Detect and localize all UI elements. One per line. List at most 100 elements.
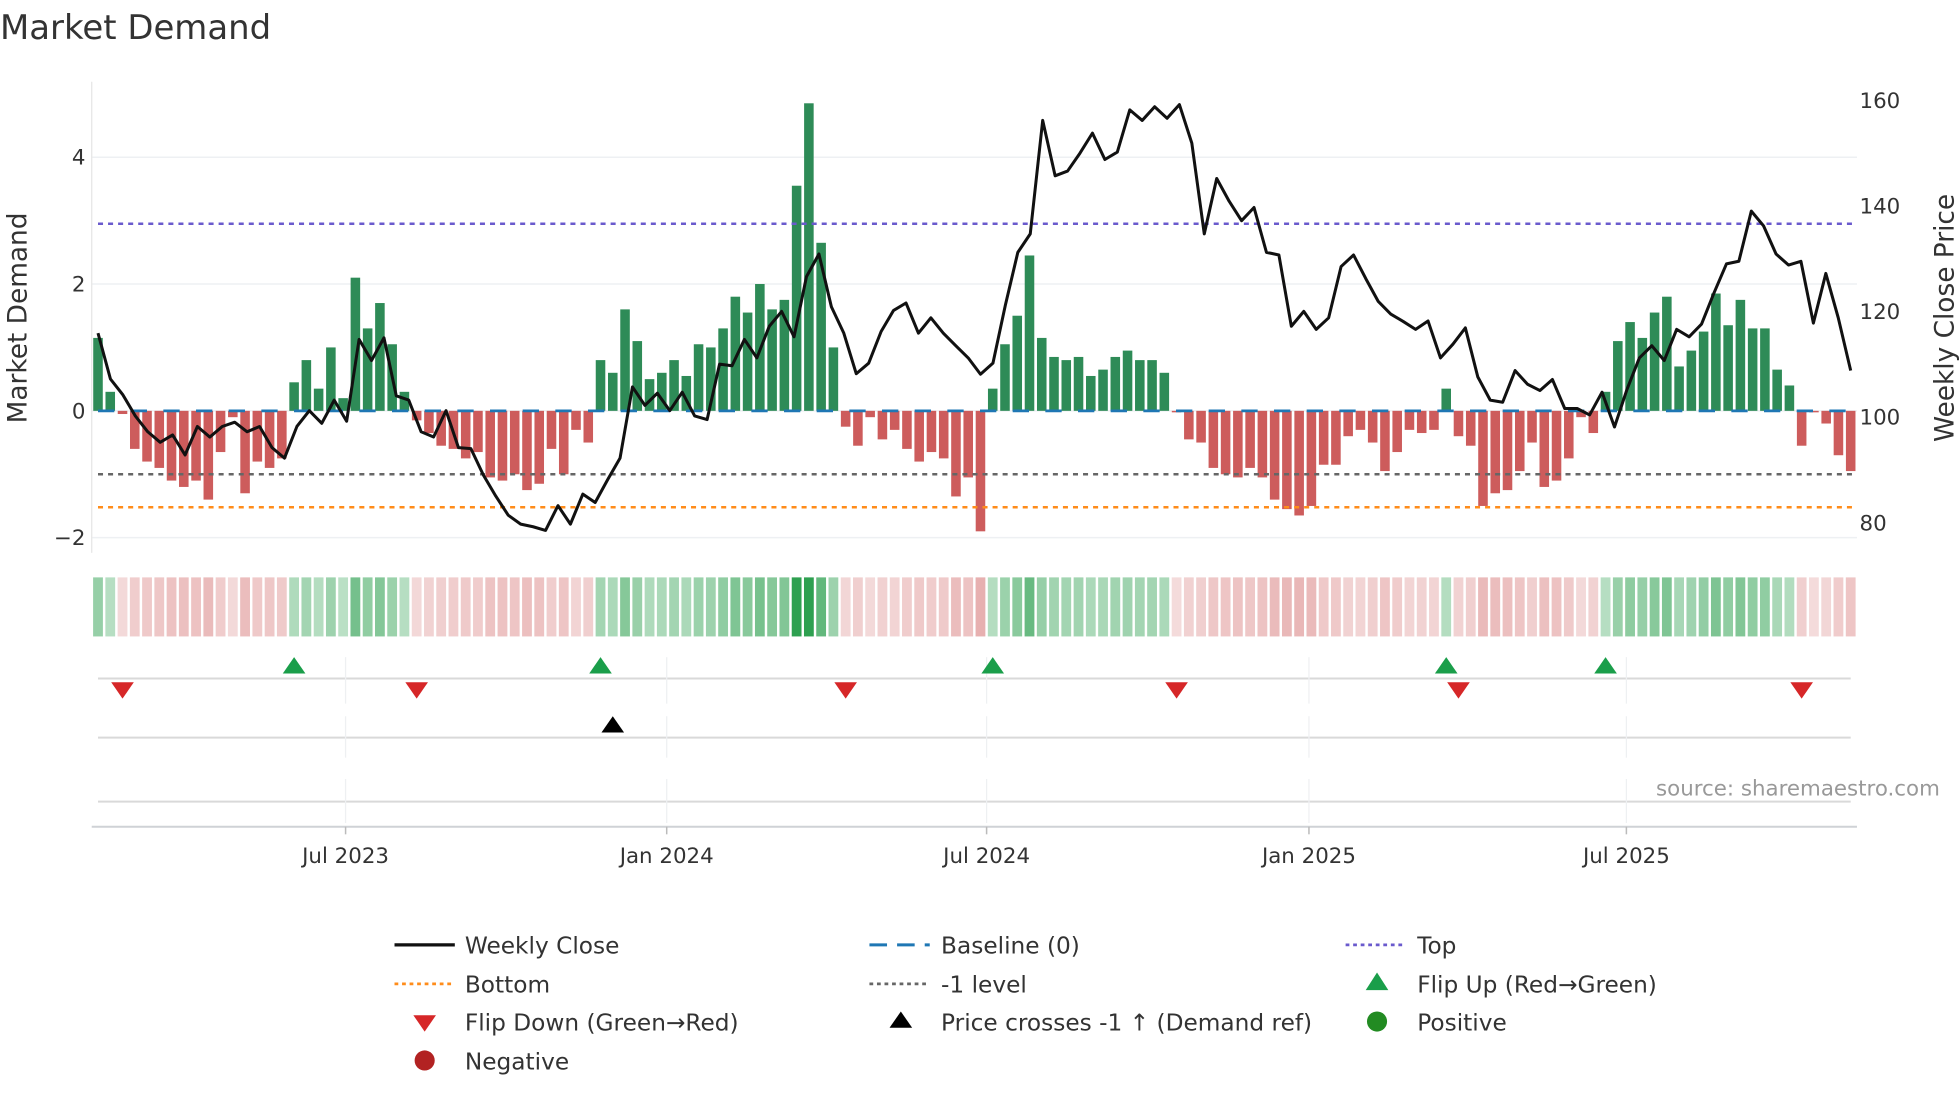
heat-cell — [680, 576, 693, 638]
heat-cell — [1574, 576, 1588, 638]
heat-cell — [1623, 576, 1637, 638]
demand-bar — [534, 410, 545, 484]
demand-bar — [264, 410, 275, 468]
heat-cell — [520, 576, 534, 638]
negative-dot-icon — [414, 1050, 435, 1071]
heat-cell — [618, 576, 632, 638]
heat-cell — [1096, 576, 1110, 638]
demand-bar — [1502, 410, 1513, 491]
heat-cell — [275, 576, 289, 638]
demand-bar — [1257, 410, 1268, 478]
y2-tick-label: 120 — [1859, 300, 1900, 325]
demand-bar — [509, 410, 520, 475]
weekly-close-line — [96, 103, 1853, 532]
price-cross-icon — [889, 1011, 913, 1028]
demand-bar — [938, 410, 949, 459]
heat-cell — [1219, 576, 1232, 638]
demand-bar — [1576, 410, 1586, 418]
x-tick-label: Jul 2023 — [300, 844, 389, 869]
heat-cell — [802, 576, 816, 638]
heat-cell — [1562, 576, 1575, 638]
heat-cell — [238, 576, 252, 638]
demand-bar — [657, 372, 667, 411]
demand-bar — [1331, 410, 1341, 465]
demand-bar — [375, 303, 385, 411]
demand-bar — [1073, 356, 1084, 411]
y-tick-label: 4 — [72, 146, 86, 171]
heat-cell — [435, 576, 448, 638]
heat-cell — [1697, 576, 1710, 638]
y2-tick-label: 160 — [1859, 89, 1900, 114]
heat-cell — [1672, 576, 1686, 638]
heat-cell — [1476, 576, 1490, 638]
heat-cell — [1292, 576, 1306, 638]
heat-cell — [312, 576, 325, 638]
heat-cell — [1194, 576, 1208, 638]
heat-cell — [1783, 576, 1796, 638]
demand-bar — [1036, 337, 1047, 411]
heat-cell — [1758, 576, 1772, 638]
demand-bar — [669, 360, 679, 411]
heat-cell — [729, 576, 742, 638]
demand-bar — [1294, 410, 1304, 516]
heat-cell — [140, 576, 154, 638]
demand-bar — [411, 410, 422, 421]
demand-bar — [117, 410, 128, 415]
heat-cell — [422, 576, 436, 638]
demand-bars — [93, 103, 1856, 532]
heat-cell — [177, 576, 190, 638]
heat-cell — [753, 576, 767, 638]
demand-bar — [93, 337, 103, 411]
y2-tick-label: 140 — [1859, 195, 1900, 220]
demand-bar — [1269, 410, 1280, 500]
heat-cell — [1084, 576, 1097, 638]
demand-bar — [1649, 312, 1660, 411]
demand-bar — [1588, 410, 1599, 434]
demand-bar — [718, 328, 728, 411]
y-ticks: 4 2 0 −2 — [54, 146, 85, 551]
demand-bar — [1416, 410, 1427, 434]
heat-cell — [189, 576, 203, 638]
demand-bar — [877, 410, 888, 440]
demand-bar — [1796, 410, 1807, 446]
demand-bar — [142, 410, 152, 462]
heat-cell — [1060, 576, 1073, 638]
heat-cell — [606, 576, 619, 638]
flip-down-marker — [1447, 682, 1470, 699]
demand-bar — [166, 410, 177, 481]
flip-up-marker — [589, 657, 612, 674]
demand-bar — [1441, 388, 1451, 411]
demand-bar — [215, 410, 226, 453]
heat-cell — [1121, 576, 1134, 638]
heat-cell — [631, 576, 644, 638]
demand-bar — [1514, 410, 1525, 472]
demand-bar — [129, 410, 140, 449]
heat-cell — [1366, 576, 1379, 638]
heat-cell — [582, 576, 595, 638]
heat-cell — [1709, 576, 1723, 638]
heat-cell — [545, 576, 558, 638]
heat-cell — [655, 576, 668, 638]
demand-bar — [1760, 328, 1770, 411]
legend-positive: Positive — [1417, 1009, 1507, 1036]
demand-bar — [1747, 328, 1758, 411]
demand-bar — [583, 410, 594, 443]
demand-bar — [350, 277, 361, 411]
legend-price-cross: Price crosses -1 ↑ (Demand ref) — [941, 1009, 1312, 1036]
y-tick-label: −2 — [54, 526, 85, 551]
heat-cell — [974, 576, 987, 638]
demand-bar — [1306, 410, 1317, 506]
flip-up-marker — [981, 657, 1005, 674]
heat-cell — [937, 576, 950, 638]
demand-heat-strip — [91, 576, 1857, 638]
demand-bar — [1122, 350, 1133, 411]
heat-cell — [484, 576, 497, 638]
level-lines — [98, 222, 1854, 509]
demand-bar — [1380, 410, 1390, 472]
heat-cell — [1770, 576, 1784, 638]
heat-cell — [1550, 576, 1563, 638]
heat-cell — [1170, 576, 1183, 638]
demand-bar — [1453, 410, 1464, 437]
demand-bar — [1196, 410, 1206, 443]
demand-bar — [1845, 410, 1856, 472]
